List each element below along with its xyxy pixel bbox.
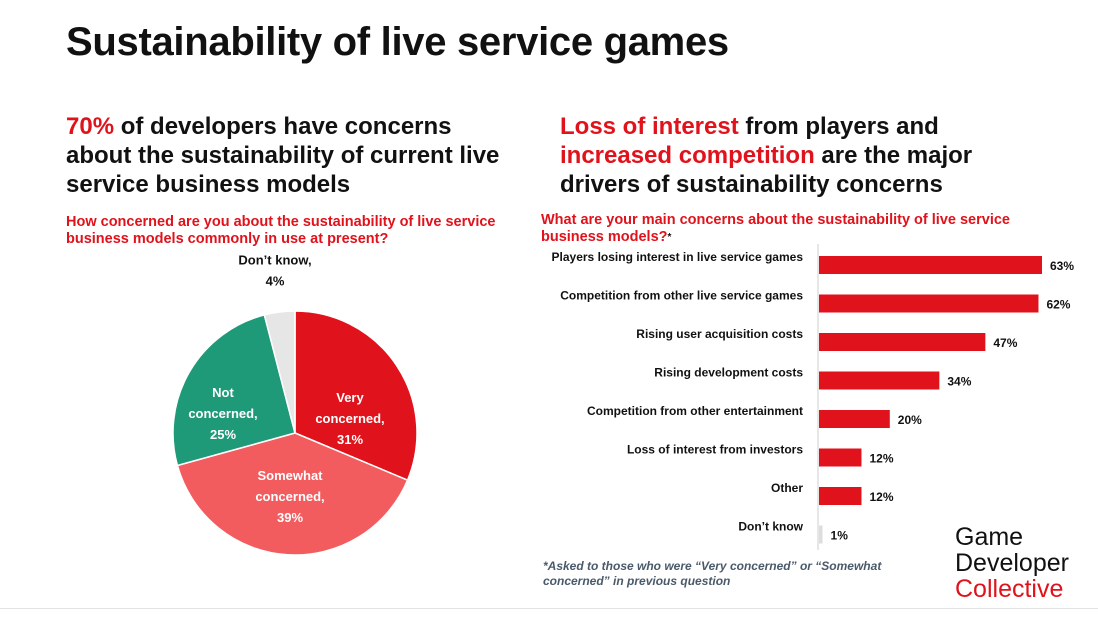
logo-line-3: Collective bbox=[955, 575, 1064, 603]
bar-question: What are your main concerns about the su… bbox=[541, 212, 1051, 246]
pie-label-somewhat-line-2: concerned, bbox=[255, 489, 324, 504]
bar bbox=[819, 487, 862, 505]
pie-label-somewhat-line-1: Somewhat bbox=[257, 468, 323, 483]
bar bbox=[819, 333, 986, 351]
bar-category-label: Loss of interest from investors bbox=[627, 443, 803, 457]
pie-slice-not bbox=[172, 313, 296, 467]
bar-category-label: Players losing interest in live service … bbox=[552, 250, 804, 264]
bar-value-label: 63% bbox=[1050, 259, 1074, 273]
pie-label-very-line-3: 31% bbox=[337, 432, 363, 447]
right-headline-highlight-1: Loss of interest bbox=[560, 113, 739, 140]
logo-line-1: Game bbox=[955, 523, 1024, 551]
bar-category-label: Rising user acquisition costs bbox=[636, 327, 803, 341]
bar-question-text: What are your main concerns about the su… bbox=[541, 212, 1010, 245]
right-headline-text-2: are the major drivers of sustainability … bbox=[560, 142, 973, 198]
bar bbox=[819, 448, 862, 467]
bar bbox=[819, 294, 1039, 313]
bar-category-label: Competition from other entertainment bbox=[587, 404, 803, 418]
page-title: Sustainability of live service games bbox=[66, 20, 729, 64]
bar-category-label: Rising development costs bbox=[654, 366, 803, 380]
left-headline-highlight: 70% bbox=[66, 113, 115, 140]
pie-label-dont-know-line-2: 4% bbox=[266, 274, 285, 289]
bar bbox=[819, 410, 890, 428]
bar bbox=[819, 371, 940, 390]
bar-chart: Players losing interest in live service … bbox=[552, 244, 1074, 550]
pie-label-not-line-1: Not bbox=[212, 385, 234, 400]
bottom-divider bbox=[0, 608, 1098, 609]
game-developer-collective-logo: Game Developer Collective bbox=[955, 524, 1069, 602]
pie-chart: Very concerned, 31% Somewhat concerned, 39% No… bbox=[172, 253, 418, 556]
pie-label-very-line-1: Very bbox=[336, 390, 364, 405]
pie-question: How concerned are you about the sustaina… bbox=[66, 214, 496, 247]
footnote: *Asked to those who were “Very concerned… bbox=[543, 559, 882, 588]
pie-label-not-line-3: 25% bbox=[210, 427, 236, 442]
pie-label-very-line-2: concerned, bbox=[315, 411, 384, 426]
pie-label-not-line-2: concerned, bbox=[188, 406, 257, 421]
right-headline-highlight-2: increased competition bbox=[560, 142, 815, 169]
left-headline-text: of developers have concerns about the su… bbox=[66, 113, 500, 198]
bar-question-asterisk: * bbox=[667, 232, 672, 243]
bar bbox=[819, 256, 1042, 274]
pie-label-somewhat-line-3: 39% bbox=[277, 510, 303, 525]
right-headline-text-1: from players and bbox=[738, 113, 939, 140]
pie-slice-very bbox=[294, 310, 418, 482]
pie-slice-somewhat bbox=[176, 432, 409, 556]
bar-category-label: Don’t know bbox=[738, 520, 803, 534]
bar-value-label: 34% bbox=[947, 375, 971, 389]
bar-value-label: 20% bbox=[898, 413, 922, 427]
bar-value-label: 12% bbox=[869, 490, 893, 504]
logo-line-2: Developer bbox=[955, 549, 1069, 577]
bar-value-label: 47% bbox=[993, 336, 1017, 350]
bar-category-label: Competition from other live service game… bbox=[560, 289, 803, 303]
bar-category-label: Other bbox=[771, 481, 803, 495]
pie-slice-dont-know bbox=[263, 310, 296, 434]
pie-label-dont-know-line-1: Don’t know, bbox=[238, 253, 311, 268]
bar-value-label: 1% bbox=[831, 529, 849, 543]
bar bbox=[819, 525, 823, 544]
right-headline: Loss of interest from players and increa… bbox=[560, 112, 1030, 199]
left-headline: 70% of developers have concerns about th… bbox=[66, 112, 506, 199]
bar-value-label: 12% bbox=[869, 452, 893, 466]
bar-value-label: 62% bbox=[1046, 298, 1070, 312]
